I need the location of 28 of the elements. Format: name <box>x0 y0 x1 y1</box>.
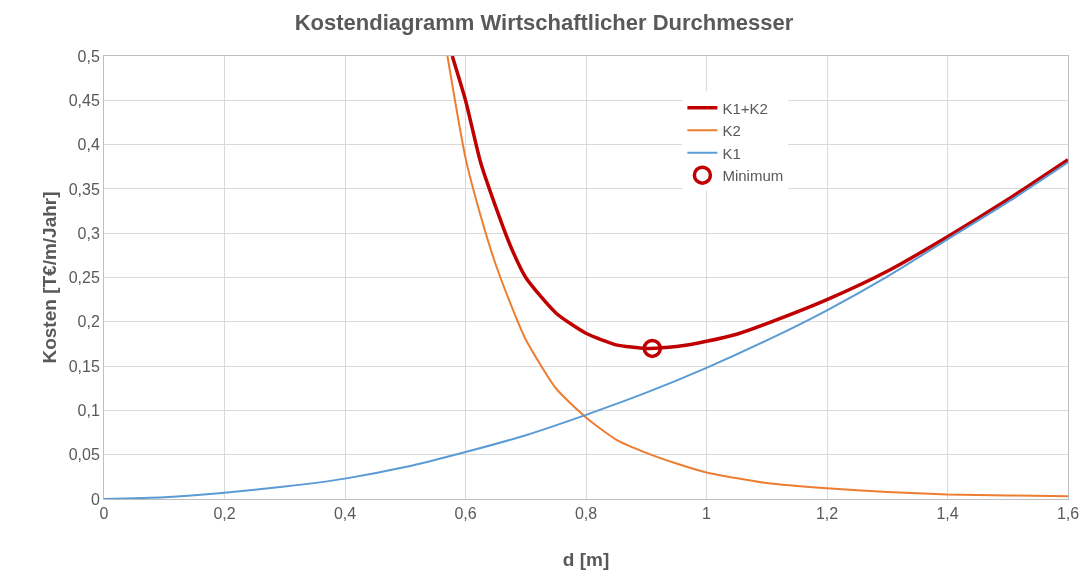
x-tick-label: 1 <box>702 505 712 523</box>
x-tick-label: 1,6 <box>1056 505 1080 523</box>
line-series <box>104 161 1068 499</box>
x-tick-label: 0,2 <box>213 505 236 523</box>
legend-label: K2 <box>722 122 741 140</box>
y-tick-label: 0,5 <box>77 47 100 65</box>
y-tick-label: 0,35 <box>68 180 100 198</box>
x-tick-label: 1,2 <box>815 505 839 523</box>
y-tick-label: 0,25 <box>68 269 100 287</box>
y-tick-label: 0,2 <box>77 313 100 331</box>
x-tick-label: 0,8 <box>574 505 598 523</box>
legend-label: K1 <box>722 144 741 162</box>
y-tick-label: 0,1 <box>77 402 100 419</box>
legend-label: K1+K2 <box>722 99 768 117</box>
x-tick-label: 0,6 <box>454 505 477 523</box>
line-series <box>446 56 1068 498</box>
legend-label: Minimum <box>722 167 784 185</box>
chart-title: Kostendiagramm Wirtschaftlicher Durchmesser <box>294 9 794 35</box>
y-tick-label: 0,45 <box>68 91 100 109</box>
y-axis-title: Kosten [T€/m/Jahr] <box>39 191 60 364</box>
x-tick-label: 1,4 <box>936 505 959 523</box>
y-tick-label: 0,3 <box>77 224 100 242</box>
y-tick-label: 0,4 <box>77 136 100 154</box>
x-tick-label: 0,4 <box>333 505 357 523</box>
y-tick-label: 0 <box>90 490 100 508</box>
y-tick-label: 0,15 <box>68 357 100 375</box>
y-tick-label: 0,05 <box>68 446 100 464</box>
x-axis-title: d [m] <box>562 549 610 570</box>
